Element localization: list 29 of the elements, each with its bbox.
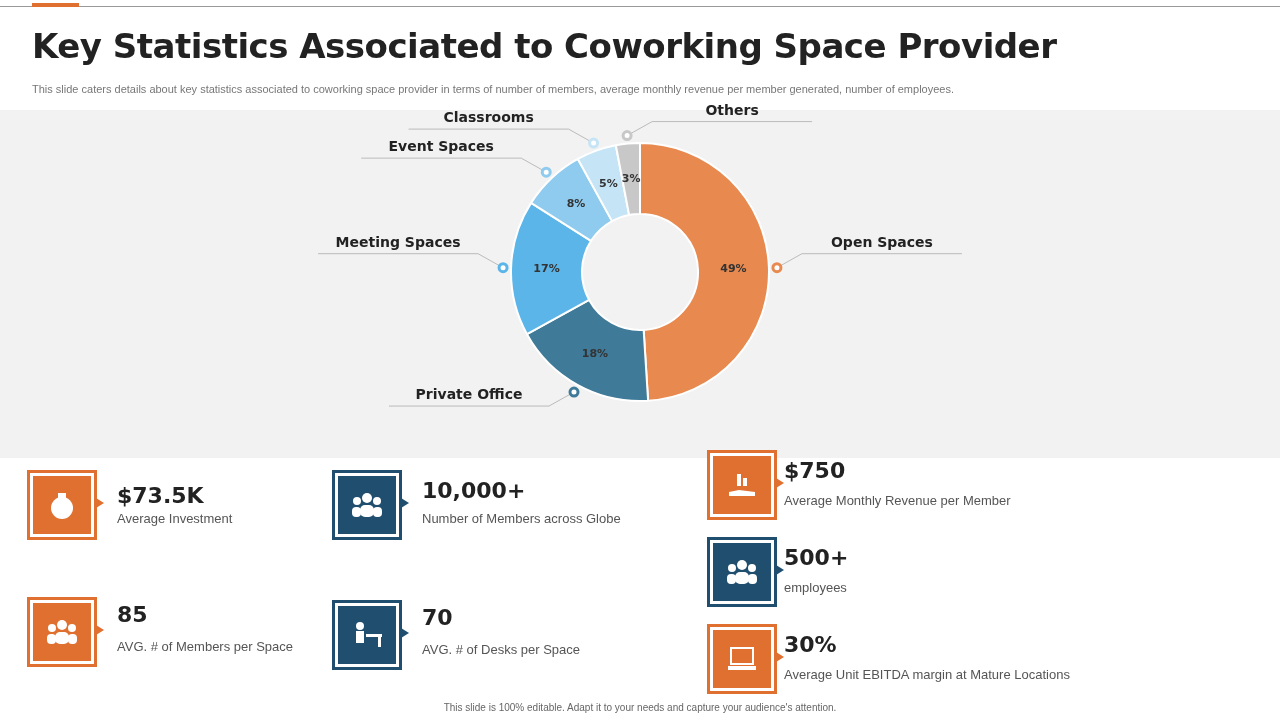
- slice-label: Classrooms: [443, 109, 534, 126]
- chart-subtitle: This slide caters details about key statistics associated to coworking space provider in terms of number of members, average monthly revenue per member generated, number of employees.: [32, 83, 954, 95]
- slice-label: Others: [705, 101, 759, 118]
- text: employees: [784, 580, 847, 595]
- text: 85: [117, 602, 148, 627]
- text: AVG. # of Desks per Space: [422, 642, 580, 657]
- data-label: 17%: [533, 261, 560, 275]
- text: AVG. # of Members per Space: [117, 639, 294, 654]
- text: 500+: [784, 545, 849, 570]
- text: 30%: [784, 632, 837, 657]
- data-label: 5%: [598, 176, 618, 190]
- text: 10,000+: [422, 478, 526, 503]
- slice-label: Private Office: [415, 386, 523, 403]
- data-label: 18%: [581, 346, 609, 360]
- data-label: 3%: [621, 171, 641, 185]
- text: Average Unit EBITDA margin at Mature Locations: [784, 667, 1070, 682]
- text: $73.5K: [117, 483, 204, 508]
- chart-title: Key Statistics Associated to Coworking Space Provider: [32, 26, 1057, 66]
- text: $750: [784, 458, 846, 483]
- text: Average Monthly Revenue per Member: [784, 493, 1011, 508]
- text: This slide is 100% editable. Adapt it to your needs and capture your audience's attention.: [442, 702, 838, 713]
- text: Average Investment: [117, 511, 233, 526]
- data-label: 49%: [720, 261, 747, 275]
- data-label: 8%: [566, 196, 586, 210]
- slice-label: Meeting Spaces: [335, 233, 461, 250]
- slice-label: Open Spaces: [830, 233, 933, 250]
- slice-label: Event Spaces: [388, 138, 494, 155]
- text: 70: [422, 605, 453, 630]
- text: Number of Members across Globe: [422, 511, 621, 526]
